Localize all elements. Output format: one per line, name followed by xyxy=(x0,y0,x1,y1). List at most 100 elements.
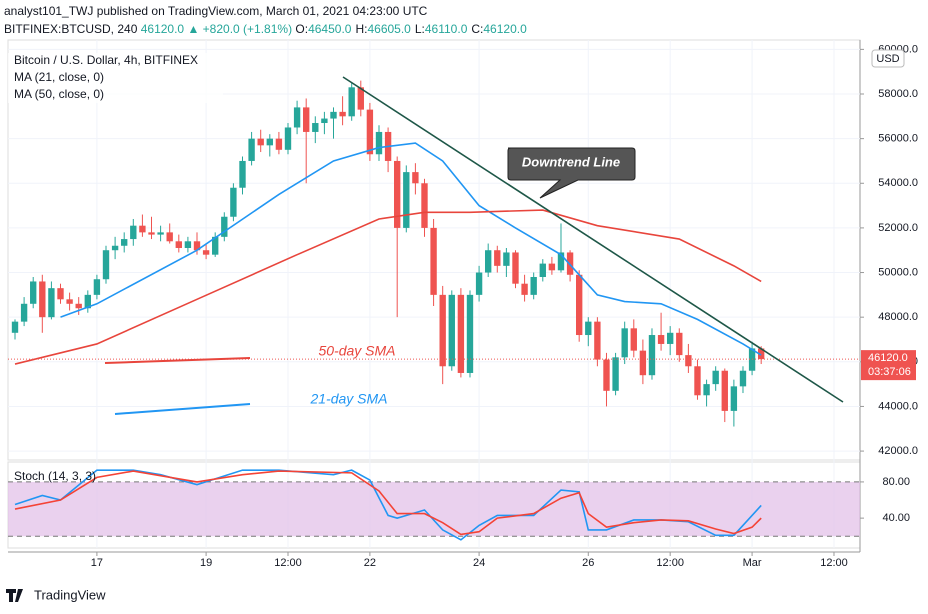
candle-body xyxy=(39,281,46,318)
trend-annotation: Downtrend Line xyxy=(522,154,620,169)
x-tick-label: 24 xyxy=(473,557,485,569)
candle-body xyxy=(475,272,483,295)
sma21-pointer xyxy=(114,403,251,415)
change: ▲ +820.0 (+1.81%) xyxy=(187,22,293,36)
y-tick-label: 52000.0 xyxy=(878,222,918,234)
candle-body xyxy=(239,160,246,188)
author-line: analyst101_TWJ published on TradingView.… xyxy=(4,4,428,18)
candle-body xyxy=(703,384,710,396)
candle-body xyxy=(721,370,728,411)
candle-body xyxy=(421,183,428,228)
candle-body xyxy=(448,294,455,367)
ohlc-label: L: xyxy=(414,22,425,36)
x-tick-label: 12:00 xyxy=(274,557,302,569)
ohlc-value: 46605.0 xyxy=(367,22,411,36)
ohlc-label: C: xyxy=(471,22,484,36)
candle-body xyxy=(339,111,346,117)
x-tick-label: 26 xyxy=(582,557,594,569)
candle-body xyxy=(557,252,565,271)
candle-body xyxy=(102,250,110,280)
currency: USD xyxy=(876,53,899,65)
currency-box xyxy=(871,49,905,68)
candle-body xyxy=(157,232,164,235)
x-tick-label: 19 xyxy=(200,557,212,569)
candle-body xyxy=(293,107,301,128)
candle-body xyxy=(685,355,692,367)
legend-entry: MA (50, close, 0) xyxy=(14,87,104,101)
candle-body xyxy=(548,263,556,271)
candle-body xyxy=(111,245,119,251)
candle-body xyxy=(93,279,101,295)
y-tick-label: 56000.0 xyxy=(878,133,918,145)
callout xyxy=(507,147,636,199)
y-tick-label: 80.00 xyxy=(882,476,910,488)
candle-body xyxy=(375,131,383,155)
candle-body xyxy=(48,288,55,318)
ma-line xyxy=(60,142,762,356)
candle-body xyxy=(403,172,410,228)
x-tick-label: 12:00 xyxy=(820,557,848,569)
candle-body xyxy=(212,236,219,255)
y-tick-label: 54000.0 xyxy=(878,177,918,189)
candle-body xyxy=(585,321,592,336)
candle-body xyxy=(430,227,437,295)
candle-body xyxy=(594,321,601,360)
candle-body xyxy=(148,232,155,235)
candle-body xyxy=(321,118,328,124)
ma-line xyxy=(14,209,762,365)
chart-title: Bitcoin / U.S. Dollar, 4h, BITFINEX xyxy=(14,53,198,67)
stoch-band xyxy=(8,481,860,537)
candle-body xyxy=(248,138,255,161)
candle-body xyxy=(657,335,665,344)
countdown: 03:37:06 xyxy=(868,366,911,378)
logo xyxy=(6,589,23,602)
legend-entry: MA (21, close, 0) xyxy=(14,70,104,84)
candle-body xyxy=(648,335,656,376)
last-price-label: 46120.0 xyxy=(868,352,908,364)
candle-body xyxy=(121,239,128,246)
candle-body xyxy=(166,232,173,242)
candle-body xyxy=(612,357,619,391)
candle-body xyxy=(184,241,192,248)
candle-body xyxy=(503,252,510,266)
candle-body xyxy=(75,303,82,309)
candle-body xyxy=(284,127,292,150)
candle-body xyxy=(466,294,474,373)
sma50-annotation: 50-day SMA xyxy=(318,343,395,359)
trend-line xyxy=(342,76,844,403)
candle-body xyxy=(712,370,719,385)
y-tick-label: 48000.0 xyxy=(878,311,918,323)
candle-body xyxy=(312,123,319,132)
candle-body xyxy=(530,277,537,295)
candle-body xyxy=(439,294,446,367)
ohlc-value: 46110.0 xyxy=(424,22,468,36)
candle-body xyxy=(621,328,628,358)
last-price-box xyxy=(861,350,916,381)
candle-body xyxy=(739,370,747,387)
candle-body xyxy=(275,138,283,150)
candle-body xyxy=(757,348,765,360)
candle-body xyxy=(694,366,701,396)
x-tick-label: 12:00 xyxy=(656,557,684,569)
candle-body xyxy=(11,321,19,333)
candle-body xyxy=(576,274,583,336)
x-tick-label: 17 xyxy=(91,557,103,569)
candle-body xyxy=(202,250,210,255)
x-tick-label: Mar xyxy=(743,557,762,569)
candle-body xyxy=(175,241,182,248)
candle-body xyxy=(512,252,519,284)
y-tick-label: 42000.0 xyxy=(878,445,918,457)
candle-body xyxy=(521,283,528,295)
candle-body xyxy=(366,109,374,155)
candle-body xyxy=(66,299,73,304)
candle-body xyxy=(221,216,228,237)
ohlc-label: O: xyxy=(295,22,309,36)
candle-body xyxy=(257,138,264,146)
ohlc-value: 46450.0 xyxy=(308,22,352,36)
symbol-line: BITFINEX:BTCUSD, 240 46120.0 ▲ +820.0 (+… xyxy=(4,22,531,36)
candle-body xyxy=(494,250,501,266)
candle-body xyxy=(20,303,28,322)
candle-body xyxy=(57,288,64,300)
